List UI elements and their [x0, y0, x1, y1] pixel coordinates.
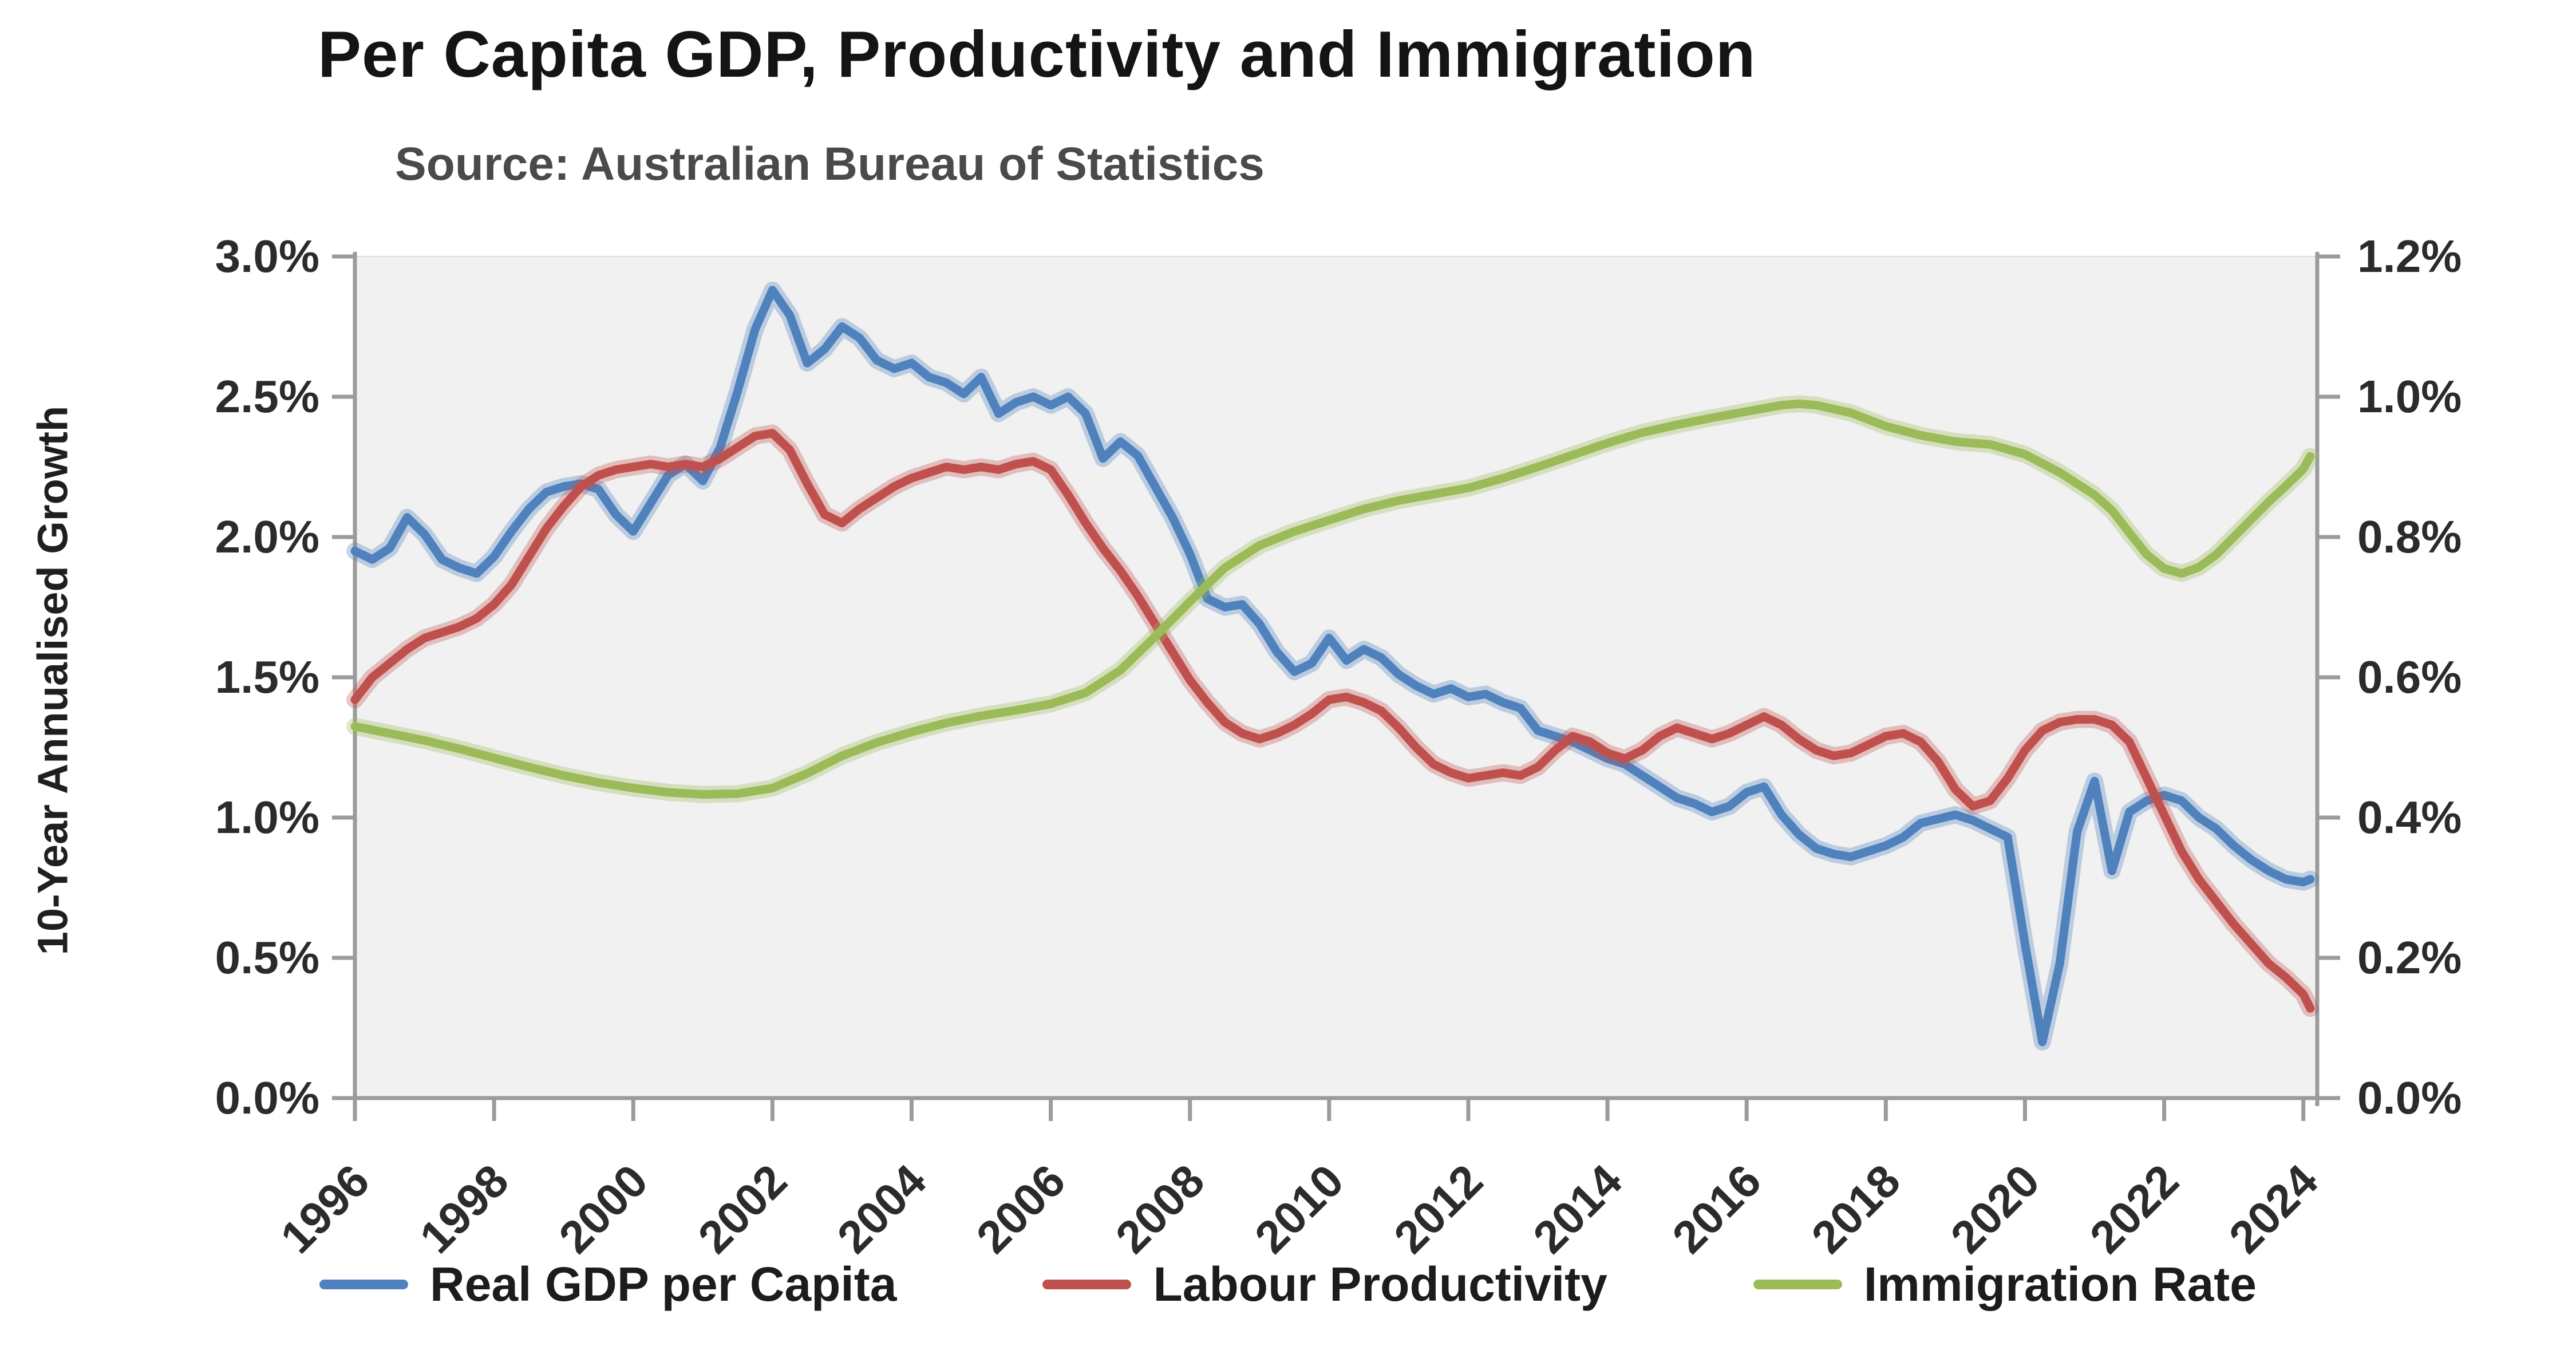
- right-axis-tick-label: 0.4%: [2357, 792, 2462, 843]
- series-line-labour-productivity: [350, 429, 2315, 1013]
- x-axis-tick-label: 2006: [967, 1155, 1075, 1263]
- right-axis-tick-label: 0.0%: [2357, 1072, 2462, 1123]
- plot-area: [354, 256, 2318, 1099]
- legend-label-immigration-rate: Immigration Rate: [1863, 1257, 2257, 1311]
- chart-source-note: Source: Australian Bureau of Statistics: [395, 138, 1265, 190]
- x-axis-tick-label: 2000: [549, 1155, 657, 1263]
- right-axis-tick-label: 0.6%: [2357, 652, 2462, 702]
- legend-swatch-immigration-rate: [1753, 1280, 1842, 1289]
- x-axis-tick-label: 2022: [2080, 1155, 2188, 1263]
- left-axis-tick-label: 1.5%: [215, 652, 319, 702]
- x-axis-tick-label: 1996: [271, 1155, 379, 1263]
- x-axis-tick-label: 2012: [1384, 1155, 1492, 1263]
- right-axis-tick-label: 1.0%: [2357, 371, 2462, 422]
- legend-item-labour-productivity: Labour Productivity: [1042, 1257, 1607, 1312]
- legend-item-real-gdp-per-capita: Real GDP per Capita: [319, 1257, 896, 1312]
- chart-title: Per Capita GDP, Productivity and Immigra…: [318, 18, 1756, 91]
- x-axis-tick-label: 2018: [1802, 1155, 1910, 1263]
- legend-item-immigration-rate: Immigration Rate: [1753, 1257, 2257, 1312]
- left-axis-tick-label: 1.0%: [215, 792, 319, 843]
- legend-label-real-gdp-per-capita: Real GDP per Capita: [430, 1257, 897, 1311]
- series-line-immigration-rate: [350, 399, 2315, 799]
- chart-legend: Real GDP per Capita Labour Productivity Im…: [0, 1257, 2576, 1312]
- right-axis-tick-label: 0.8%: [2357, 511, 2462, 562]
- left-axis-tick-label: 2.0%: [215, 511, 319, 562]
- x-axis-tick-label: 2024: [2219, 1155, 2328, 1263]
- x-axis-tick-label: 2010: [1245, 1155, 1353, 1263]
- x-axis-tick-label: 2016: [1662, 1155, 1771, 1263]
- x-axis-tick-label: 2008: [1106, 1155, 1214, 1263]
- right-axis-tick-label: 0.2%: [2357, 932, 2462, 983]
- left-axis-tick-label: 0.0%: [215, 1072, 319, 1123]
- x-axis-tick-label: 2002: [689, 1155, 797, 1263]
- right-axis-tick-label: 1.2%: [2357, 231, 2462, 282]
- left-axis-tick-label: 2.5%: [215, 371, 319, 422]
- x-axis-tick-label: 2004: [828, 1155, 936, 1263]
- x-axis-tick-label: 2014: [1523, 1155, 1631, 1263]
- legend-swatch-labour-productivity: [1042, 1280, 1132, 1289]
- x-axis-tick-label: 2020: [1941, 1155, 2049, 1263]
- legend-swatch-real-gdp-per-capita: [319, 1280, 409, 1289]
- x-axis-tick-label: 1998: [410, 1155, 518, 1263]
- left-axis-tick-label: 3.0%: [215, 231, 319, 282]
- legend-label-labour-productivity: Labour Productivity: [1153, 1257, 1607, 1311]
- left-axis-tick-label: 0.5%: [215, 932, 319, 983]
